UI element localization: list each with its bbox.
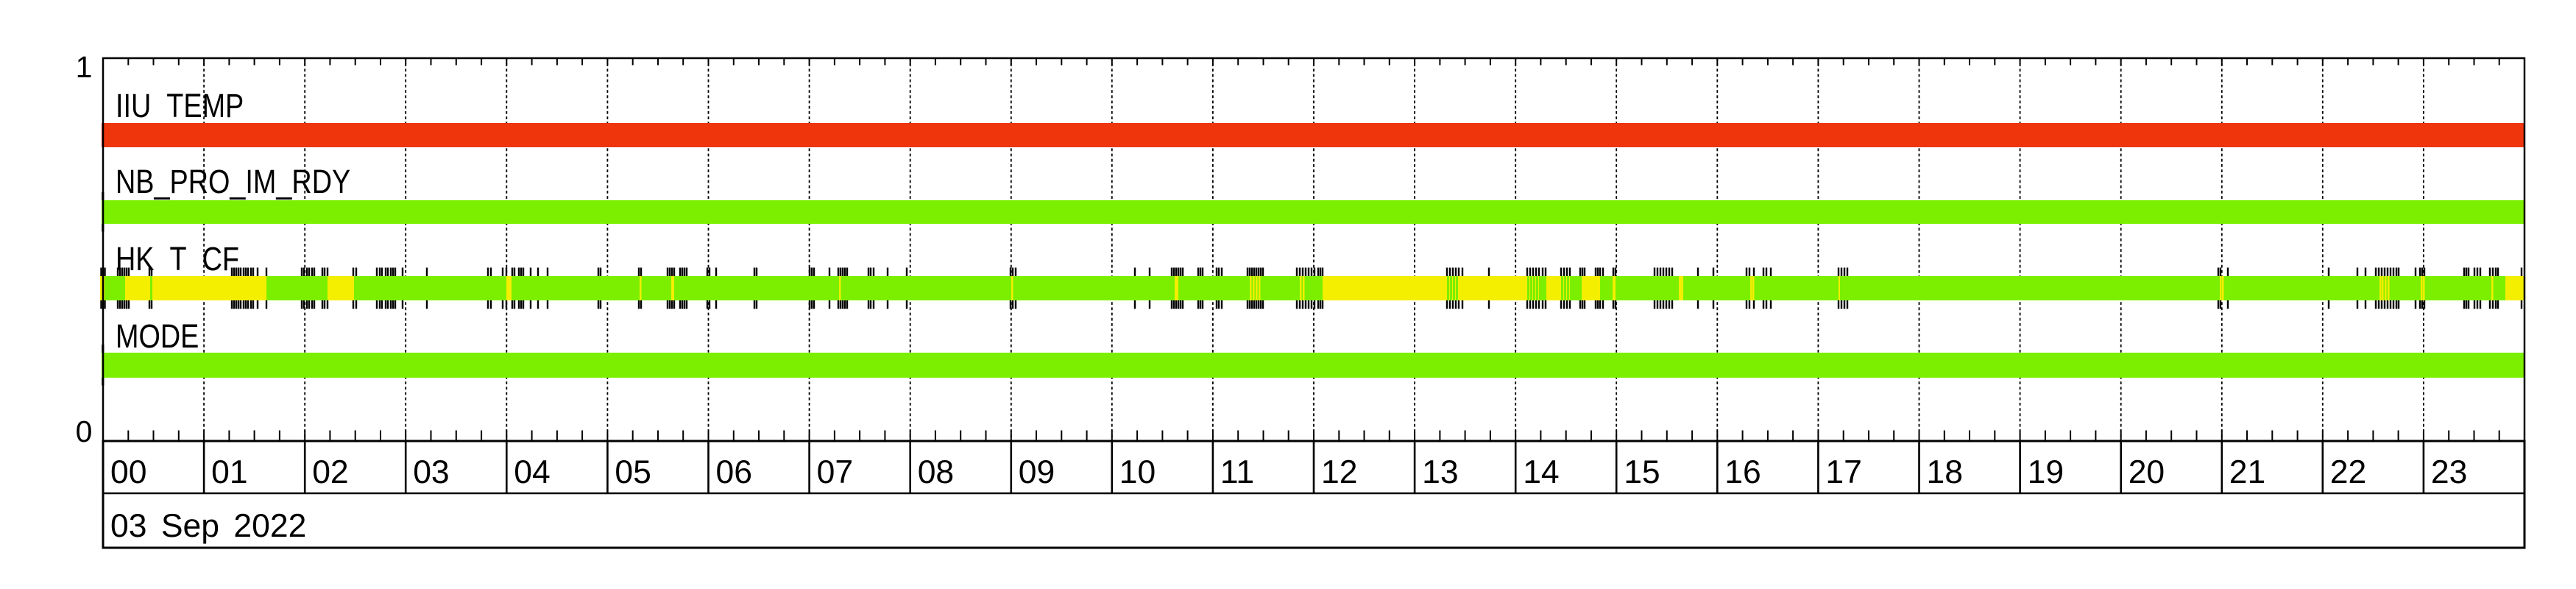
svg-text:23: 23 [2431,454,2468,490]
svg-text:12: 12 [1321,454,1358,490]
svg-text:16: 16 [1724,454,1761,490]
svg-text:07: 07 [817,454,854,490]
svg-text:0: 0 [76,415,93,448]
svg-text:13: 13 [1422,454,1459,490]
svg-text:IIU TEMP: IIU TEMP [116,87,244,124]
svg-text:14: 14 [1523,454,1560,490]
svg-text:03: 03 [413,454,450,490]
svg-text:HK T CF: HK T CF [116,240,239,278]
svg-text:20: 20 [2129,454,2165,490]
svg-text:03 Sep 2022: 03 Sep 2022 [110,508,306,544]
svg-text:09: 09 [1019,454,1055,490]
svg-text:01: 01 [211,454,248,490]
svg-text:02: 02 [312,454,349,490]
svg-text:18: 18 [1927,454,1964,490]
svg-text:08: 08 [918,454,955,490]
svg-text:04: 04 [514,454,551,490]
svg-text:19: 19 [2028,454,2064,490]
svg-text:22: 22 [2330,454,2367,490]
svg-text:06: 06 [716,454,753,490]
svg-text:17: 17 [1825,454,1862,490]
svg-text:00: 00 [110,454,147,490]
svg-text:15: 15 [1624,454,1660,490]
svg-text:NB_PRO_IM_RDY: NB_PRO_IM_RDY [116,163,350,200]
svg-text:21: 21 [2229,454,2266,490]
svg-text:MODE: MODE [116,317,199,355]
svg-text:10: 10 [1119,454,1156,490]
svg-text:05: 05 [615,454,651,490]
svg-text:1: 1 [76,50,93,84]
svg-text:11: 11 [1220,454,1254,490]
